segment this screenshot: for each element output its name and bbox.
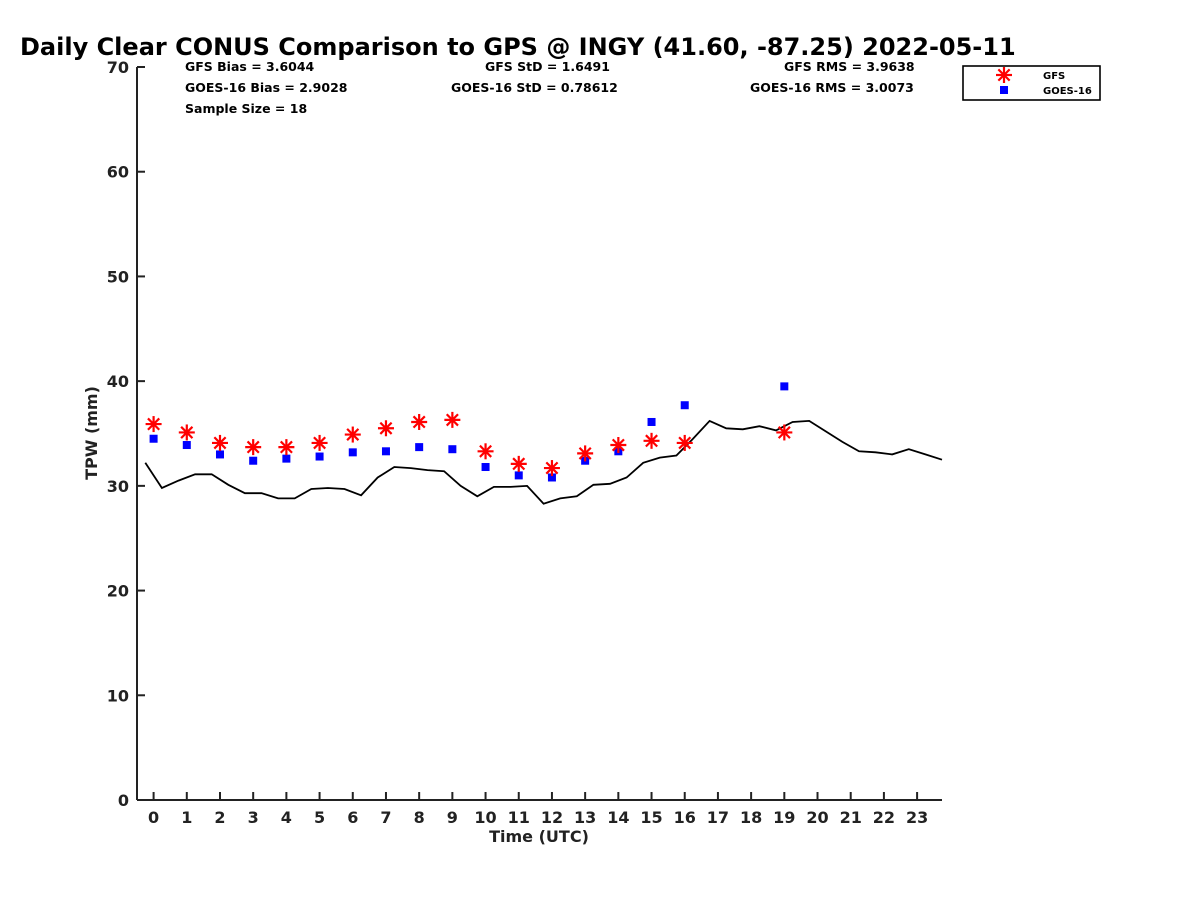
legend: GFS GOES-16	[962, 65, 1101, 101]
gfs-point	[676, 434, 693, 451]
gfs-point	[776, 424, 793, 441]
stat-gfs-bias: GFS Bias = 3.6044	[185, 59, 315, 74]
goes16-point	[547, 473, 556, 482]
x-tick-label: 12	[541, 808, 563, 827]
goes16-point	[149, 434, 158, 443]
gps-line-layer	[144, 419, 943, 505]
x-tick-label: 2	[214, 808, 225, 827]
x-tick-label: 17	[707, 808, 729, 827]
goes16-point	[481, 463, 490, 472]
goes16-point	[315, 452, 324, 461]
gfs-point	[510, 455, 527, 472]
y-tick-label: 70	[107, 58, 129, 77]
x-tick-label: 21	[840, 808, 862, 827]
x-tick-label: 9	[447, 808, 458, 827]
x-tick-label: 6	[347, 808, 358, 827]
gfs-point	[411, 413, 428, 430]
goes16-point	[415, 443, 424, 452]
goes16-point	[282, 454, 291, 463]
gfs-point	[477, 443, 494, 460]
y-tick-label: 60	[107, 163, 129, 182]
gfs-point	[211, 434, 228, 451]
stat-sample-size: Sample Size = 18	[185, 101, 307, 116]
y-tick-label: 20	[107, 582, 129, 601]
legend-goes-label: GOES-16	[1043, 86, 1092, 97]
legend-gfs-label: GFS	[1043, 71, 1065, 82]
y-tick-label: 0	[118, 791, 129, 810]
x-tick-label: 19	[773, 808, 795, 827]
chart-title: Daily Clear CONUS Comparison to GPS @ IN…	[20, 33, 1016, 61]
goes16-point	[249, 456, 258, 465]
gfs-point	[444, 411, 461, 428]
x-tick-label: 0	[148, 808, 159, 827]
legend-gfs-asterisk	[996, 67, 1012, 83]
legend-goes-marker	[1000, 86, 1008, 94]
goes16-point	[448, 445, 457, 454]
x-tick-label: 14	[607, 808, 629, 827]
x-tick-label: 5	[314, 808, 325, 827]
gfs-point	[311, 434, 328, 451]
markers-layer	[145, 382, 793, 482]
x-tick-label: 7	[380, 808, 391, 827]
x-tick-label: 10	[474, 808, 496, 827]
y-axis-label: TPW (mm)	[82, 386, 101, 480]
y-tick-label: 50	[107, 267, 129, 286]
gfs-point	[278, 439, 295, 456]
x-tick-label: 23	[906, 808, 928, 827]
x-tick-label: 13	[574, 808, 596, 827]
stats-block: GFS Bias = 3.6044 GOES-16 Bias = 2.9028 …	[185, 59, 915, 116]
gps-tpw-line	[144, 419, 943, 505]
gfs-point	[178, 424, 195, 441]
x-tick-label: 11	[508, 808, 530, 827]
gfs-point	[577, 445, 594, 462]
legend-gfs-marker	[996, 67, 1012, 83]
y-tick-label: 30	[107, 477, 129, 496]
gfs-point	[377, 420, 394, 437]
stat-gfs-std: GFS StD = 1.6491	[485, 59, 610, 74]
x-tick-label: 4	[281, 808, 292, 827]
gfs-point	[543, 460, 560, 477]
y-tick-label: 40	[107, 372, 129, 391]
y-tick-label: 10	[107, 686, 129, 705]
x-tick-label: 8	[414, 808, 425, 827]
gfs-point	[610, 437, 627, 454]
stat-goes-rms: GOES-16 RMS = 3.0073	[750, 80, 914, 95]
x-tick-label: 3	[248, 808, 259, 827]
goes16-point	[182, 441, 191, 450]
gfs-point	[245, 439, 262, 456]
x-tick-label: 16	[674, 808, 696, 827]
x-tick-label: 18	[740, 808, 762, 827]
goes16-point	[780, 382, 789, 391]
x-tick-label: 20	[806, 808, 828, 827]
x-tick-label: 1	[181, 808, 192, 827]
goes16-point	[514, 471, 523, 480]
stat-goes-std: GOES-16 StD = 0.78612	[451, 80, 618, 95]
x-tick-label: 15	[640, 808, 662, 827]
x-tick-label: 22	[873, 808, 895, 827]
gfs-point	[344, 426, 361, 443]
gfs-point	[643, 432, 660, 449]
stat-gfs-rms: GFS RMS = 3.9638	[784, 59, 915, 74]
goes16-point	[680, 401, 689, 410]
goes16-point	[348, 448, 357, 457]
legend-box	[962, 65, 1101, 101]
stat-goes-bias: GOES-16 Bias = 2.9028	[185, 80, 347, 95]
goes16-point	[381, 447, 390, 456]
x-axis-label: Time (UTC)	[489, 827, 589, 846]
goes16-point	[215, 450, 224, 459]
goes16-point	[647, 417, 656, 426]
gfs-point	[145, 416, 162, 433]
